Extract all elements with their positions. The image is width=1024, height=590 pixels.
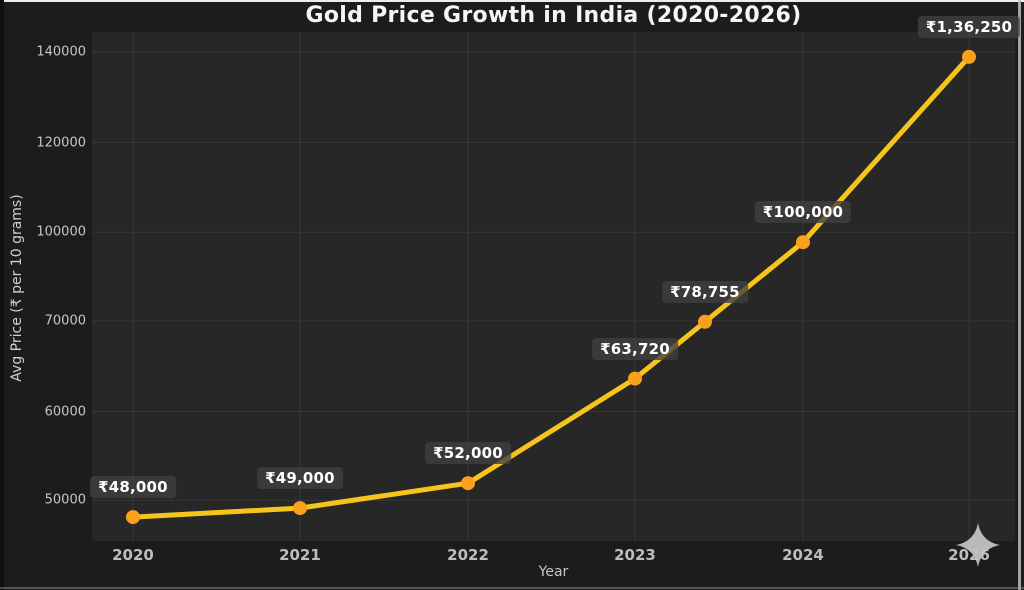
price-annotation: ₹63,720 xyxy=(592,337,678,360)
price-annotation: ₹100,000 xyxy=(754,201,852,224)
data-point-marker xyxy=(698,314,712,329)
y-tick-label: 50000 xyxy=(44,492,86,508)
data-point-marker xyxy=(126,510,140,525)
sparkle-icon xyxy=(956,523,1000,567)
x-tick-label: 2022 xyxy=(447,546,489,564)
bottom-edge-highlight xyxy=(0,587,1024,589)
price-line xyxy=(130,54,972,520)
x-tick-label: 2021 xyxy=(279,546,321,564)
y-tick-label: 140000 xyxy=(36,44,86,60)
x-tick-label: 2024 xyxy=(782,546,824,564)
right-edge-highlight xyxy=(1018,0,1021,590)
price-annotation: ₹52,000 xyxy=(425,442,511,465)
price-annotation: ₹78,755 xyxy=(662,280,748,303)
y-tick-label: 70000 xyxy=(44,313,86,329)
y-tick-label: 120000 xyxy=(36,135,86,151)
x-tick-label: 2023 xyxy=(614,546,656,564)
price-annotation: ₹49,000 xyxy=(257,467,343,490)
data-point-marker xyxy=(628,371,642,386)
y-axis-label: Avg Price (₹ per 10 grams) xyxy=(9,194,25,382)
y-tick-label: 100000 xyxy=(36,224,86,240)
data-point-marker xyxy=(962,49,976,64)
data-point-marker xyxy=(796,235,810,250)
data-point-marker xyxy=(461,476,475,491)
chart-title: Gold Price Growth in India (2020-2026) xyxy=(305,3,802,28)
plot-area xyxy=(92,32,1015,541)
price-annotation: ₹48,000 xyxy=(90,476,176,499)
x-axis-label: Year xyxy=(538,564,569,580)
line-chart-canvas xyxy=(92,32,1015,541)
price-annotation: ₹1,36,250 xyxy=(917,15,1021,38)
left-edge-shadow xyxy=(0,0,4,590)
x-tick-label: 2020 xyxy=(112,546,154,564)
data-point-marker xyxy=(293,501,307,516)
top-edge-highlight xyxy=(0,0,1024,2)
y-tick-label: 60000 xyxy=(44,404,86,419)
